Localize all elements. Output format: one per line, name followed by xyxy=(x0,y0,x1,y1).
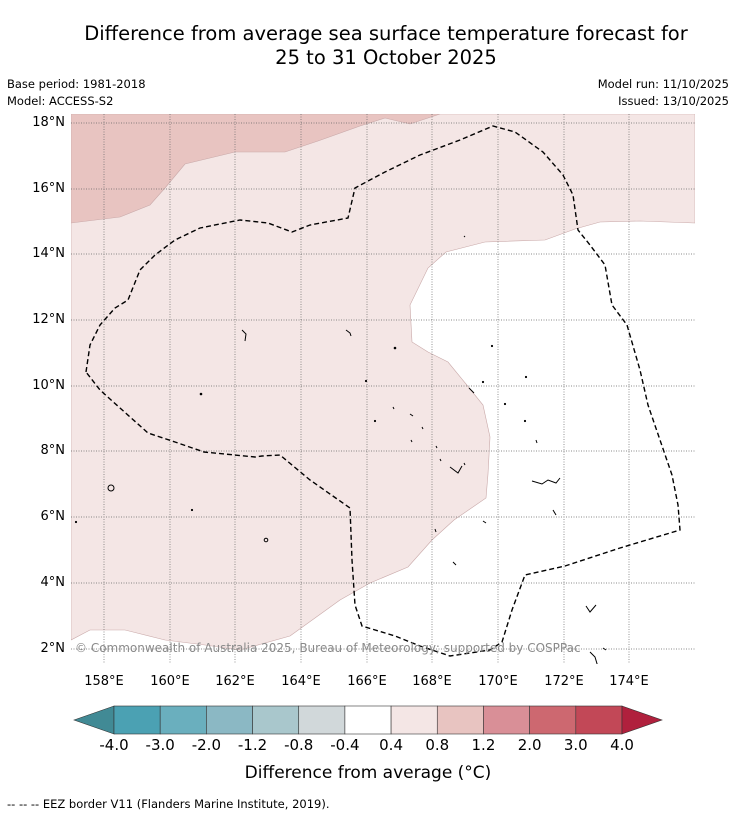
colorbar-title: Difference from average (°C) xyxy=(244,763,492,783)
lon-label-166e: 166°E xyxy=(347,674,387,689)
lon-label-168e: 168°E xyxy=(412,674,452,689)
model-name: Model: ACCESS-S2 xyxy=(7,94,114,108)
chart-title-line2: 25 to 31 October 2025 xyxy=(275,46,497,69)
lon-label-172e: 172°E xyxy=(544,674,584,689)
anomaly-region-0.8-1.2 xyxy=(71,114,441,224)
eez-border xyxy=(85,125,681,657)
colorbar-segment xyxy=(113,705,161,735)
colorbar-tick-label: -0.8 xyxy=(284,736,314,754)
lat-label-8n: 8°N xyxy=(40,443,66,458)
islands xyxy=(74,235,607,664)
issued-date: Issued: 13/10/2025 xyxy=(618,94,729,108)
colorbar-segment xyxy=(436,705,484,735)
colorbar-tick-label: -3.0 xyxy=(145,736,175,754)
lat-label-14n: 14°N xyxy=(32,246,65,261)
model-run: Model run: 11/10/2025 xyxy=(597,77,729,91)
copyright-notice: © Commonwealth of Australia 2025, Bureau… xyxy=(75,641,581,655)
chart-title-line1: Difference from average sea surface temp… xyxy=(84,22,688,45)
colorbar-tick-label: -0.4 xyxy=(330,736,360,754)
base-period: Base period: 1981-2018 xyxy=(7,77,146,91)
colorbar-segment xyxy=(529,705,577,735)
eez-legend-text: -- -- -- EEZ border V11 (Flanders Marine… xyxy=(7,797,330,811)
colorbar-segment xyxy=(344,705,392,735)
lon-label-170e: 170°E xyxy=(478,674,518,689)
anomaly-region-0.4-0.8 xyxy=(71,114,695,651)
colorbar-segment xyxy=(206,705,253,735)
lat-label-10n: 10°N xyxy=(32,378,65,393)
lat-label-18n: 18°N xyxy=(32,115,65,130)
graticule xyxy=(71,114,695,664)
colorbar-tick-label: 3.0 xyxy=(563,736,588,754)
colorbar-segment xyxy=(575,705,623,735)
colorbar-extend-low xyxy=(73,705,115,735)
colorbar-segments xyxy=(73,705,663,735)
colorbar xyxy=(73,705,663,735)
colorbar-tick-label: -4.0 xyxy=(99,736,129,754)
colorbar-tick-label: 0.4 xyxy=(379,736,403,754)
lat-label-6n: 6°N xyxy=(40,509,66,524)
colorbar-extend-high xyxy=(621,705,663,735)
colorbar-tick-label: 0.8 xyxy=(425,736,450,754)
lon-label-164e: 164°E xyxy=(281,674,321,689)
colorbar-tick-label: 4.0 xyxy=(610,736,634,754)
colorbar-tick-label: -2.0 xyxy=(191,736,221,754)
lon-label-162e: 162°E xyxy=(215,674,255,689)
lat-label-2n: 2°N xyxy=(40,641,66,656)
lon-label-158e: 158°E xyxy=(84,674,124,689)
colorbar-segment xyxy=(390,705,438,735)
colorbar-tick-label: -1.2 xyxy=(237,736,268,754)
lon-label-160e: 160°E xyxy=(150,674,190,689)
lat-label-16n: 16°N xyxy=(32,181,65,196)
colorbar-segment xyxy=(159,705,207,735)
colorbar-segment xyxy=(483,705,530,735)
lon-label-174e: 174°E xyxy=(609,674,649,689)
colorbar-segment xyxy=(252,705,300,735)
lat-label-4n: 4°N xyxy=(40,575,66,590)
colorbar-segment xyxy=(298,705,346,735)
colorbar-tick-label: 1.2 xyxy=(471,736,496,754)
lat-label-12n: 12°N xyxy=(32,312,65,327)
colorbar-tick-label: 2.0 xyxy=(517,736,542,754)
